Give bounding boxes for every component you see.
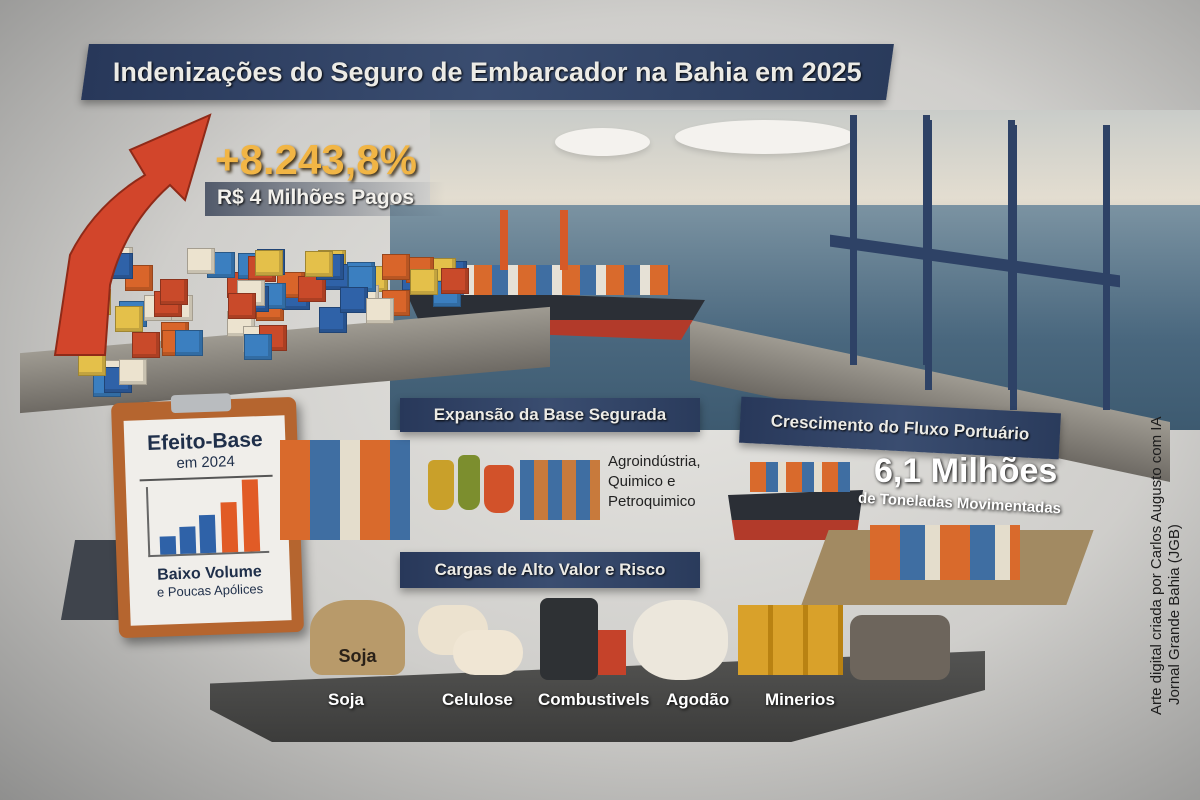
bar [179, 526, 197, 554]
container-box [410, 269, 438, 295]
ship-cargo [750, 462, 850, 492]
credit-line: Arte digital criada por Carlos Augusto c… [1148, 416, 1165, 715]
container-stack [520, 460, 600, 520]
container-box [115, 306, 143, 332]
container-box [305, 251, 333, 277]
port-crane-orange [500, 210, 508, 270]
container-box [382, 254, 410, 280]
container-box [298, 276, 326, 302]
cotton-icon [633, 600, 728, 680]
container-box [175, 330, 203, 356]
cloud [675, 120, 855, 154]
fuel-canister-icon [598, 630, 626, 675]
sector-item: Quimico e [608, 473, 676, 490]
minerals-icon [850, 615, 950, 680]
cargo-label: Combustivels [538, 690, 650, 709]
cargo-banner: Cargas de Alto Valor e Risco [400, 552, 700, 588]
growth-percent: +8.243,8% [215, 136, 418, 183]
sector-item: Petroquimico [608, 493, 696, 510]
container-box [119, 359, 147, 385]
container-stack [870, 525, 1020, 580]
ship-cargo [430, 265, 670, 295]
credit-line: Jornal Grande Bahia (JGB) [1166, 524, 1183, 705]
bar [198, 514, 217, 554]
growth-arrow-icon [53, 113, 212, 356]
bar [241, 479, 261, 552]
cargo-label: Soja [328, 690, 364, 709]
clipboard: Efeito-Base em 2024 Baixo Volume e Pouca… [110, 393, 305, 639]
flasks-icon [428, 440, 518, 515]
cargo-title: Cargas de Alto Valor e Risco [434, 560, 666, 579]
container-box [340, 287, 368, 313]
container-box [132, 332, 160, 358]
container-box [441, 268, 469, 294]
soy-sack-icon: Soja [310, 600, 405, 675]
sack-label: Soja [338, 646, 377, 666]
port-flow-title: Crescimento do Fluxo Portuário [770, 411, 1030, 444]
container-box [244, 334, 272, 360]
clip-icon [170, 393, 232, 414]
mini-bar-chart [145, 479, 270, 558]
title-banner: Indenizações do Seguro de Embarcador na … [81, 44, 894, 100]
clipboard-paper: Efeito-Base em 2024 Baixo Volume e Pouca… [123, 415, 292, 626]
page-title: Indenizações do Seguro de Embarcador na … [113, 56, 862, 87]
container-box [160, 279, 188, 305]
amount-paid: R$ 4 Milhões Pagos [205, 182, 445, 216]
cellulose-rolls-icon [418, 605, 523, 675]
tonnage-value: 6,1 Milhões [874, 452, 1058, 490]
container-box [255, 250, 283, 276]
insured-base-banner: Expansão da Base Segurada [400, 398, 700, 432]
fuel-barrel-icon [540, 598, 598, 680]
image-credit: Arte digital criada por Carlos Augusto c… [1148, 375, 1184, 715]
container-stack [75, 215, 475, 397]
sector-list: Agroindústria, Quimico e Petroquimico [608, 452, 701, 512]
container-box [366, 298, 394, 324]
bar [220, 501, 239, 553]
sector-item: Agroindústria, [608, 453, 701, 470]
bar [159, 536, 177, 555]
container-stack [280, 440, 410, 540]
container-box [228, 293, 256, 319]
cargo-label: Celulose [442, 690, 513, 709]
tonnage-unit: de Toneladas Movimentadas [857, 489, 1062, 518]
cloud [555, 128, 650, 156]
gold-bars-icon [738, 605, 843, 675]
cargo-label: Agodão [666, 690, 730, 709]
container-box [187, 248, 215, 274]
cargo-label: Minerios [765, 690, 835, 709]
insured-base-title: Expansão da Base Segurada [433, 405, 667, 424]
